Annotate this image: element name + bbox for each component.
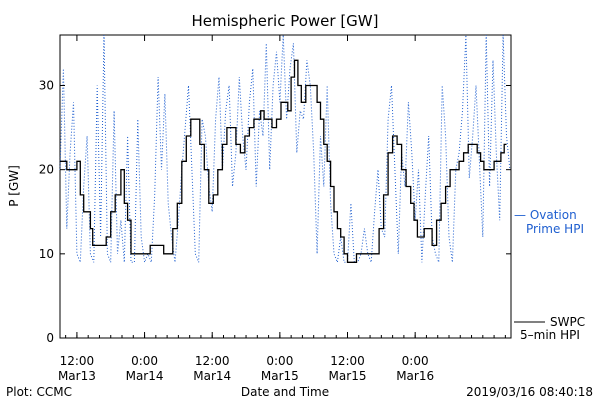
y-tick-label: 0	[46, 331, 54, 345]
legend-swpc-line1: SWPC	[550, 315, 585, 329]
x-tick-time-label: 12:00	[60, 354, 95, 368]
y-tick-label: 20	[39, 163, 54, 177]
legend-ovation-line1: — Ovation	[514, 208, 577, 222]
x-axis-label: Date and Time	[241, 385, 329, 399]
x-tick-date-label: Mar14	[126, 369, 164, 383]
x-tick-date-label: Mar15	[329, 369, 367, 383]
x-tick-date-label: Mar13	[58, 369, 96, 383]
x-tick-time-label: 0:00	[402, 354, 429, 368]
plot-frame	[59, 34, 512, 339]
series-swpc-line	[60, 59, 507, 263]
x-tick-date-label: Mar15	[261, 369, 299, 383]
chart-title: Hemispheric Power [GW]	[192, 12, 379, 30]
series-ovation-prime-line	[59, 34, 511, 265]
x-tick-time-label: 12:00	[195, 354, 230, 368]
x-tick-date-label: Mar16	[396, 369, 434, 383]
x-tick-time-label: 12:00	[330, 354, 365, 368]
legend-swpc-line2: 5–min HPI	[520, 328, 580, 342]
axis-layer: 010203012:00Mar130:00Mar1412:00Mar140:00…	[39, 35, 511, 383]
footer-credit: Plot: CCMC	[6, 385, 72, 399]
series-layer	[59, 34, 511, 265]
x-tick-time-label: 0:00	[266, 354, 293, 368]
footer-timestamp: 2019/03/16 08:40:18	[466, 385, 593, 399]
y-tick-label: 10	[39, 247, 54, 261]
y-tick-label: 30	[39, 79, 54, 93]
x-tick-date-label: Mar14	[193, 369, 231, 383]
y-axis-label: P [GW]	[7, 165, 21, 207]
legend-ovation-line2: Prime HPI	[526, 222, 584, 236]
x-tick-time-label: 0:00	[131, 354, 158, 368]
